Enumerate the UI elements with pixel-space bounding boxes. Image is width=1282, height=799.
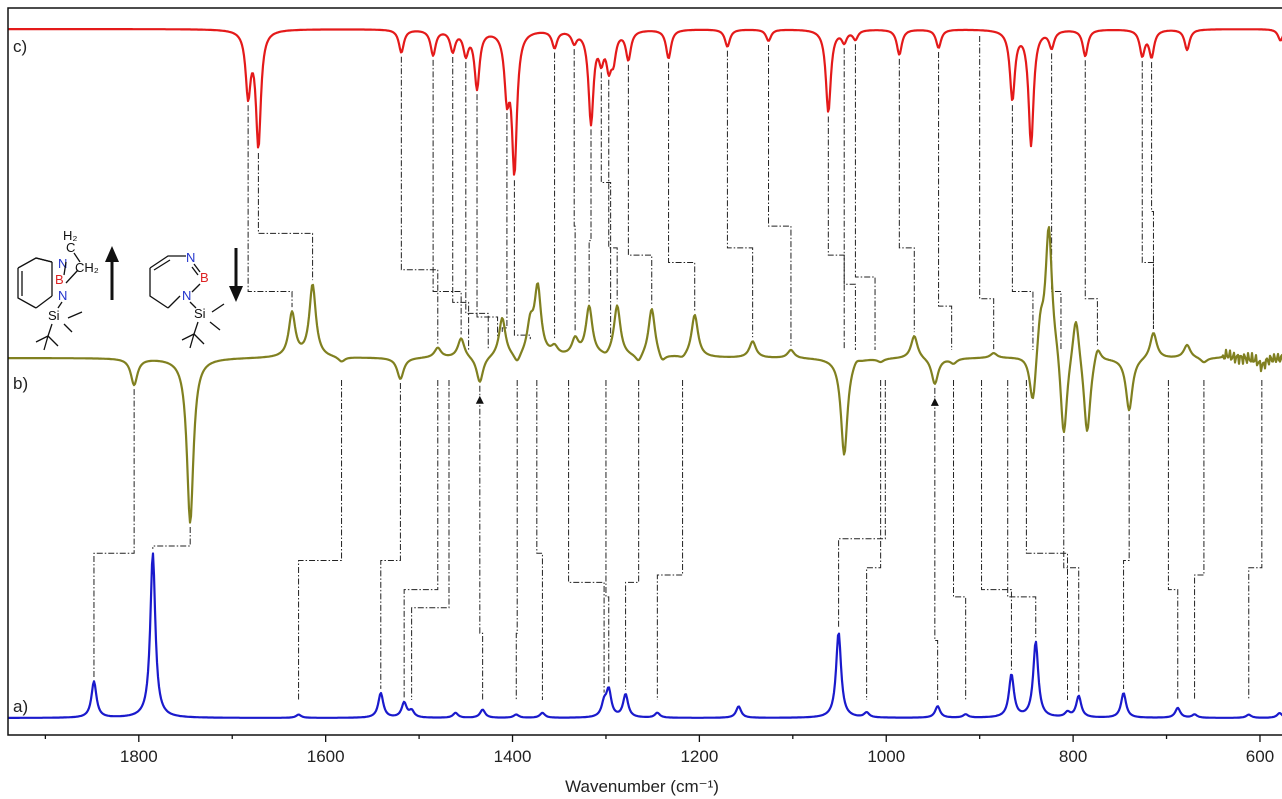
mol-left-atom-si: Si (48, 308, 60, 323)
connector-upper-2 (400, 56, 439, 344)
x-tick-label: 1400 (494, 747, 532, 766)
mol-right-atom-n2: N (182, 288, 191, 303)
arrow-down-icon (229, 248, 243, 302)
panel-label-b: b) (13, 374, 28, 393)
connector-upper-6 (476, 94, 499, 338)
connector-lower-18 (1007, 380, 1037, 638)
connector-upper-19 (843, 48, 856, 350)
x-tick-label: 1000 (867, 747, 905, 766)
connector-upper-3 (432, 59, 462, 335)
connector-lower-6 (479, 385, 484, 700)
x-tick-label: 800 (1059, 747, 1087, 766)
connector-upper-10 (573, 49, 576, 333)
connector-lower-23 (1194, 380, 1205, 700)
connector-lower-5 (411, 380, 450, 700)
x-tick-label: 1600 (307, 747, 345, 766)
x-tick-label: 1800 (120, 747, 158, 766)
connector-lower-16 (953, 380, 967, 700)
connector-lower-14 (838, 380, 886, 629)
connector-upper-22 (938, 51, 953, 350)
mol-left-atom-c: C (66, 240, 75, 255)
connector-upper-12 (600, 72, 612, 340)
mol-left-atom-n2: N (58, 288, 67, 303)
connector-lower-22 (1167, 380, 1179, 700)
connector-upper-25 (1051, 53, 1062, 350)
molecule-inset: N B N C H₂ CH₂ Si N B (17, 228, 243, 351)
connector-upper-4 (452, 57, 470, 350)
mol-left-atom-b: B (55, 272, 64, 287)
annotation-markers (475, 395, 939, 406)
connector-upper-28 (1151, 62, 1154, 329)
connector-lower-19 (1025, 380, 1069, 700)
connector-lower-0 (93, 389, 135, 678)
connector-lower-21 (1123, 414, 1130, 689)
connector-lower-20 (1063, 436, 1080, 692)
panel-label-a: a) (13, 697, 28, 716)
connector-upper-14 (627, 64, 653, 305)
x-tick-label: 600 (1246, 747, 1274, 766)
connector-upper-7 (501, 113, 508, 332)
molecule-right: N B N Si (149, 250, 225, 349)
connector-lower-2 (298, 380, 343, 700)
connector-lower-15 (934, 387, 939, 700)
x-tick-label: 1200 (680, 747, 718, 766)
connector-lower-7 (515, 380, 518, 700)
connector-lower-10 (605, 380, 610, 683)
connector-upper-15 (668, 62, 696, 311)
connector-upper-16 (726, 50, 754, 338)
series-a-line (8, 552, 1282, 720)
annotation-triangle-1 (930, 397, 939, 406)
mol-left-atom-ch2: CH₂ (75, 260, 99, 275)
plot-frame (7, 7, 1282, 736)
series-b-line (8, 226, 1282, 524)
connector-upper-11 (588, 129, 592, 302)
connector-lower-3 (380, 383, 401, 689)
connector-upper-0 (247, 105, 293, 308)
x-axis-title: Wavenumber (cm⁻¹) (565, 777, 719, 796)
connector-lower-8 (536, 380, 543, 700)
connector-upper-23 (979, 36, 995, 350)
mol-left-atom-h2: H₂ (63, 228, 77, 243)
connector-upper-21 (898, 58, 915, 333)
connector-lower-24 (1248, 380, 1263, 700)
mol-right-atom-si: Si (194, 306, 206, 321)
connector-lower-12 (656, 380, 684, 700)
panel-label-c: c) (13, 37, 27, 56)
molecule-left: N B N C H₂ CH₂ Si (17, 228, 99, 351)
connector-lower-1 (152, 526, 191, 549)
mol-right-atom-b: B (200, 270, 209, 285)
connector-lines (93, 36, 1263, 700)
mol-right-atom-n1: N (186, 250, 195, 265)
connector-lower-17 (981, 380, 1012, 670)
connector-upper-24 (1011, 105, 1034, 350)
connector-upper-18 (827, 116, 845, 350)
connector-upper-17 (768, 45, 792, 346)
connector-upper-20 (854, 44, 876, 350)
connector-upper-13 (608, 79, 618, 302)
mol-left-atom-n1: N (58, 256, 67, 271)
spectra-series (8, 28, 1282, 720)
connector-lower-11 (625, 380, 640, 690)
annotation-triangle-0 (475, 395, 484, 404)
connector-lower-13 (866, 380, 882, 700)
connector-upper-1 (257, 153, 314, 281)
x-axis-ticks: 1800 1600 1400 1200 1000 800 600 (44, 735, 1274, 766)
connector-lower-4 (403, 380, 439, 698)
series-c-line (8, 28, 1282, 176)
connector-upper-8 (513, 180, 531, 340)
arrow-up-icon (105, 246, 119, 300)
connector-lower-9 (568, 380, 605, 693)
connector-upper-26 (1084, 60, 1098, 347)
